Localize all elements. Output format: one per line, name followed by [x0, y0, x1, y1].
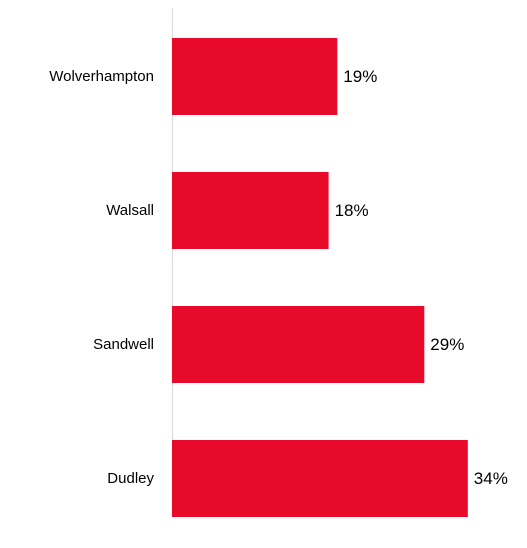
bars-group — [172, 38, 468, 517]
value-label-wolverhampton: 19% — [343, 67, 377, 86]
bar-walsall — [172, 172, 329, 249]
value-labels-group: 19% 18% 29% 34% — [335, 67, 508, 488]
bar-sandwell — [172, 306, 425, 383]
bar-dudley — [172, 440, 468, 517]
value-label-sandwell: 29% — [430, 335, 464, 354]
bar-wolverhampton — [172, 38, 338, 115]
category-labels-group: Wolverhampton Walsall Sandwell Dudley — [49, 68, 154, 487]
category-label-sandwell: Sandwell — [93, 336, 154, 353]
category-label-wolverhampton: Wolverhampton — [49, 68, 154, 85]
category-label-walsall: Walsall — [106, 202, 154, 219]
value-label-dudley: 34% — [474, 469, 508, 488]
category-label-dudley: Dudley — [107, 470, 154, 487]
value-label-walsall: 18% — [335, 201, 369, 220]
